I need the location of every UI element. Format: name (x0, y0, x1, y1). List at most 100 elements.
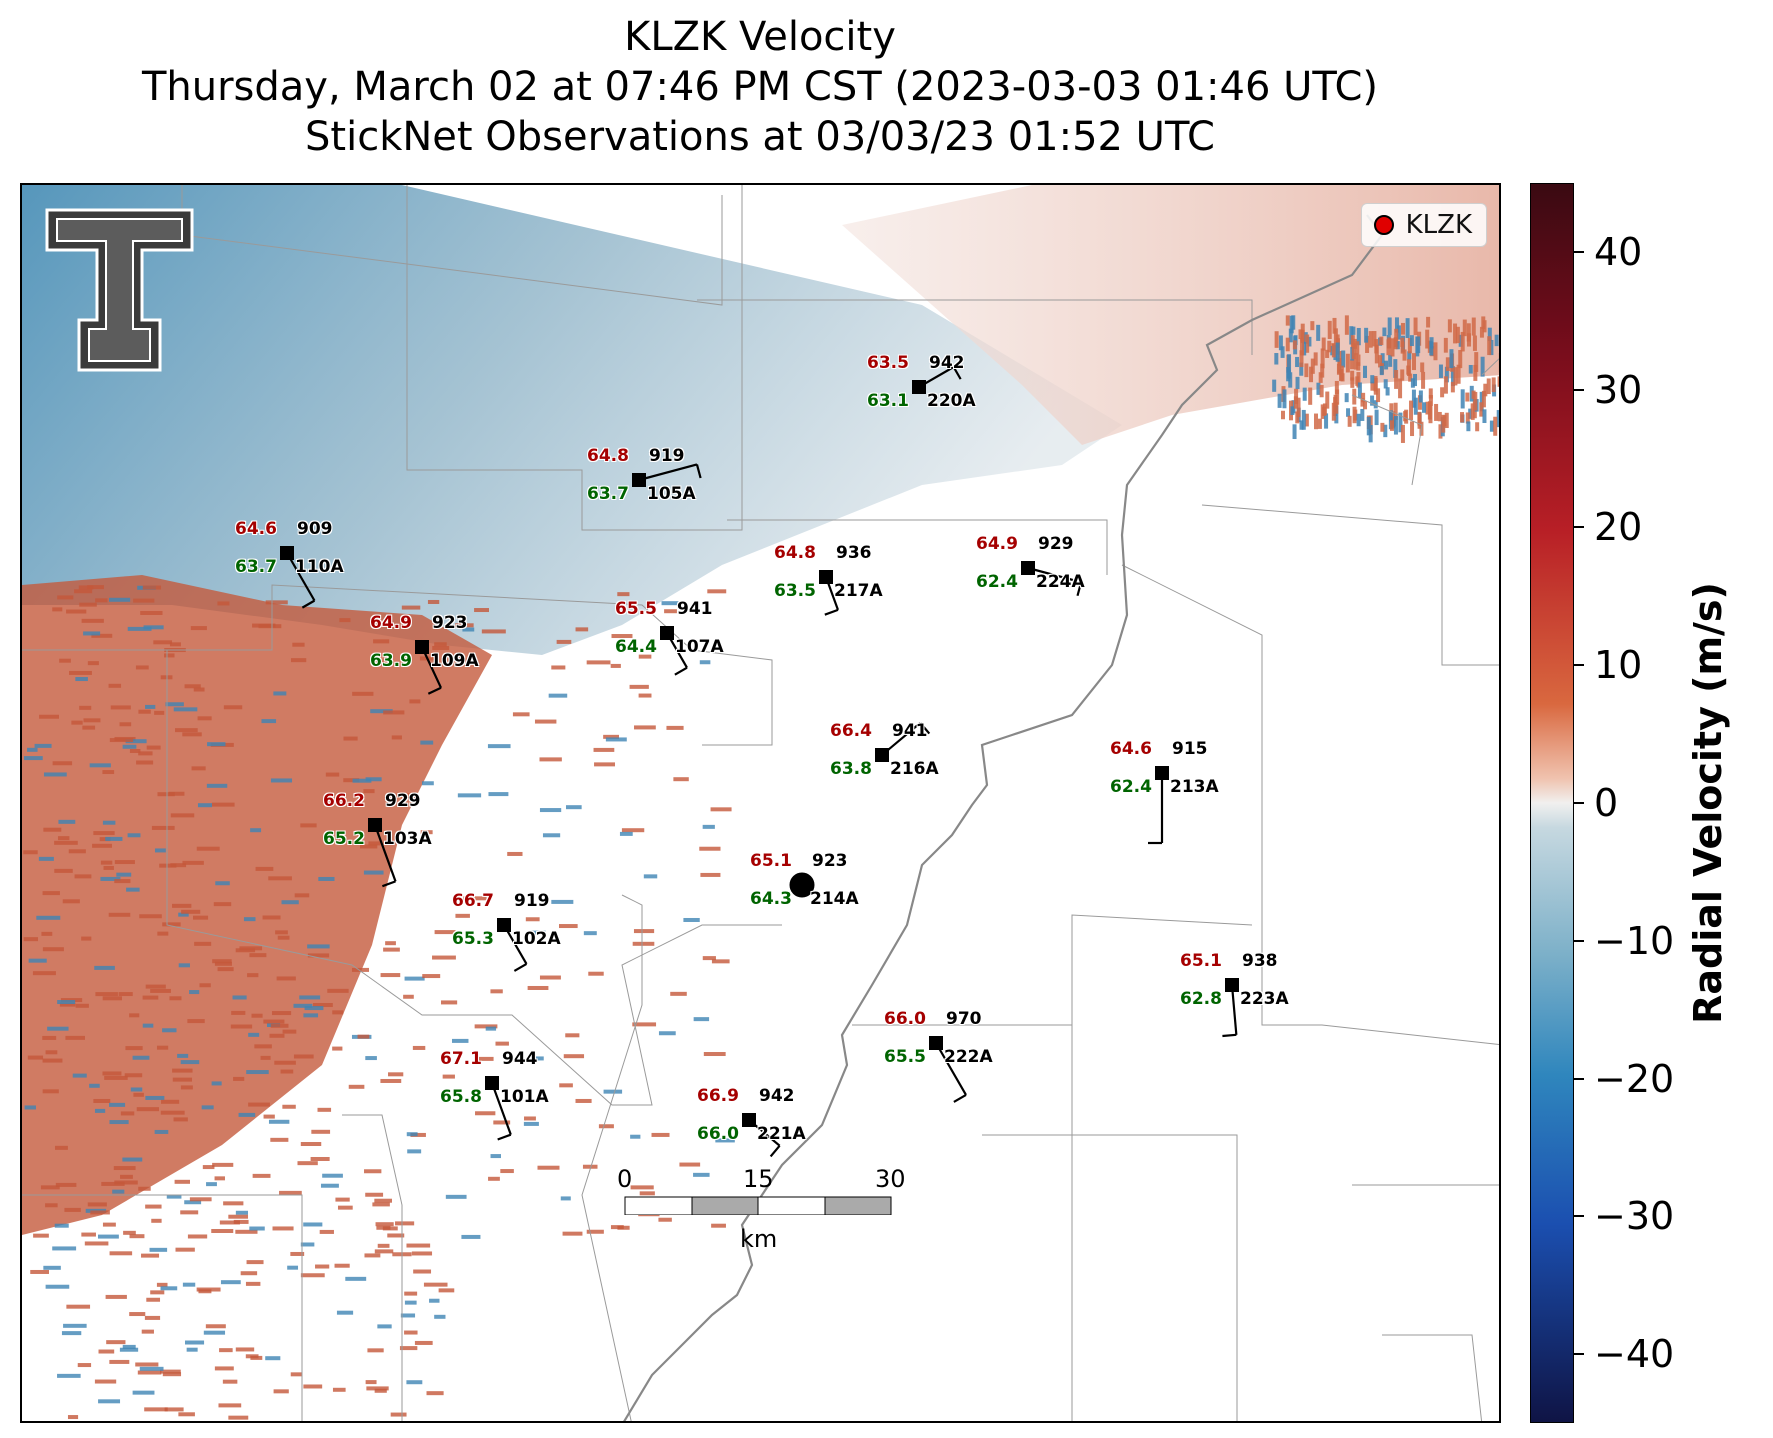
wind-barb-flag-103A (381, 880, 396, 888)
scale-seg-4 (824, 1196, 892, 1215)
station-id-label: 101A (500, 1087, 549, 1107)
temperature-label: 67.1 (440, 1049, 482, 1069)
pressure-label: 929 (385, 791, 421, 811)
map-panel[interactable]: KLZK 63.5 942 63.1 220A 64.8 919 63.7 105A 64.6 9… (20, 183, 1501, 1423)
title-line-2: Thursday, March 02 at 07:46 PM CST (2023… (141, 64, 1379, 110)
dewpoint-label: 63.5 (774, 581, 816, 601)
outbound-velocity-region-ne (842, 185, 1499, 445)
wind-barb-105A (638, 463, 698, 482)
colorbar-tick: −40 (1574, 1332, 1694, 1376)
pressure-label: 936 (836, 543, 872, 563)
dewpoint-label: 65.8 (440, 1087, 482, 1107)
temperature-label: 64.6 (235, 519, 277, 539)
radar-map[interactable] (22, 185, 1501, 1423)
scale-tick-0: 0 (617, 1165, 633, 1193)
dewpoint-label: 63.1 (867, 391, 909, 411)
temperature-label: 66.4 (830, 721, 872, 741)
temperature-label: 66.9 (697, 1086, 739, 1106)
temperature-label: 64.9 (370, 613, 412, 633)
station-id-label: 214A (810, 889, 859, 909)
station-id-label: 105A (647, 484, 696, 504)
title-block: KLZK Velocity Thursday, March 02 at 07:4… (0, 12, 1520, 162)
pressure-label: 919 (649, 446, 685, 466)
wind-barb-flag-102A (513, 963, 528, 972)
velocity-speckle-layer (23, 315, 1499, 1420)
station-id-label: 107A (675, 637, 724, 657)
wind-barb-107A (666, 632, 688, 669)
scale-tick-30: 30 (875, 1165, 906, 1193)
scale-bar: 0 15 30 km (605, 1155, 906, 1253)
title-line-1: KLZK Velocity (624, 14, 896, 60)
dewpoint-label: 62.4 (976, 572, 1018, 592)
dewpoint-label: 65.5 (884, 1047, 926, 1067)
wind-barb-flag-221A (769, 1145, 781, 1158)
wind-barb-224A (1027, 566, 1082, 584)
colorbar-tick: 0 (1574, 781, 1694, 825)
pressure-label: 929 (1038, 534, 1074, 554)
pressure-label: 970 (946, 1009, 982, 1029)
pressure-label: 923 (812, 851, 848, 871)
colorbar-label: Radial Velocity (m/s) (1686, 582, 1730, 1024)
wind-barb-222A (935, 1042, 967, 1096)
temperature-label: 64.9 (976, 534, 1018, 554)
wind-barb-flag-220A (952, 366, 962, 380)
pressure-label: 942 (929, 353, 965, 373)
wind-barb-109A (421, 646, 443, 689)
wind-barb-223A (1230, 984, 1238, 1035)
station-id-label: 221A (757, 1124, 806, 1144)
wind-barb-102A (503, 924, 528, 965)
pressure-label: 942 (759, 1086, 795, 1106)
wind-barb-110A (286, 552, 316, 602)
colorbar-tick: 40 (1574, 230, 1694, 274)
colorbar-ticks: 40 30 20 10 0 −10 −20 −30 −40 (1574, 183, 1694, 1423)
dewpoint-label: 66.0 (697, 1124, 739, 1144)
colorbar-tick: 20 (1574, 505, 1694, 549)
legend-marker-icon (1373, 215, 1394, 235)
station-id-label: 109A (430, 651, 479, 671)
legend: KLZK (1360, 203, 1487, 247)
temperature-label: 66.2 (323, 791, 365, 811)
colorbar-tick: 10 (1574, 643, 1694, 687)
colorbar-tick: −20 (1574, 1057, 1694, 1101)
colorbar-tick: −30 (1574, 1194, 1694, 1238)
temperature-label: 64.8 (587, 446, 629, 466)
station-id-label: 220A (927, 391, 976, 411)
dewpoint-label: 64.3 (750, 889, 792, 909)
temperature-label: 65.5 (615, 599, 657, 619)
wind-barb-flag-223A (1222, 1033, 1237, 1038)
temperature-label: 65.1 (1180, 951, 1222, 971)
wind-barb-flag-109A (427, 686, 442, 695)
station-id-label: 223A (1240, 989, 1289, 1009)
inbound-velocity-region (22, 185, 1122, 655)
temperature-label: 63.5 (867, 353, 909, 373)
temperature-label: 65.1 (750, 851, 792, 871)
wind-barb-221A (748, 1119, 781, 1147)
temperature-label: 66.0 (884, 1009, 926, 1029)
wind-barb-flag-216A (919, 722, 931, 735)
dewpoint-label: 62.8 (1180, 989, 1222, 1009)
temperature-label: 64.6 (1110, 739, 1152, 759)
station-id-label: 222A (944, 1047, 993, 1067)
river (623, 214, 1384, 1421)
dewpoint-label: 65.3 (452, 929, 494, 949)
scale-seg-1 (624, 1196, 693, 1215)
station-markers (280, 366, 1239, 1158)
colorbar-tick: 30 (1574, 368, 1694, 412)
wind-barb-flag-101A (497, 1133, 512, 1141)
wind-barb-flag-222A (953, 1094, 967, 1103)
wind-barb-103A (373, 824, 397, 882)
wind-barb-flag-224A (1076, 581, 1083, 597)
station-id-label: 216A (890, 759, 939, 779)
scale-seg-3 (757, 1196, 826, 1215)
title-line-3: StickNet Observations at 03/03/23 01:52 … (305, 114, 1215, 160)
dewpoint-label: 63.8 (830, 759, 872, 779)
dewpoint-label: 65.2 (323, 829, 365, 849)
station-id-label: 217A (834, 581, 883, 601)
station-id-label: 110A (295, 557, 344, 577)
station-id-label: 103A (383, 829, 432, 849)
klzk-radar-site (789, 872, 815, 898)
scale-tick-15: 15 (743, 1165, 774, 1193)
dewpoint-label: 63.7 (587, 484, 629, 504)
wind-barb-flag-107A (674, 666, 688, 676)
wind-barb-flag-105A (695, 464, 702, 479)
